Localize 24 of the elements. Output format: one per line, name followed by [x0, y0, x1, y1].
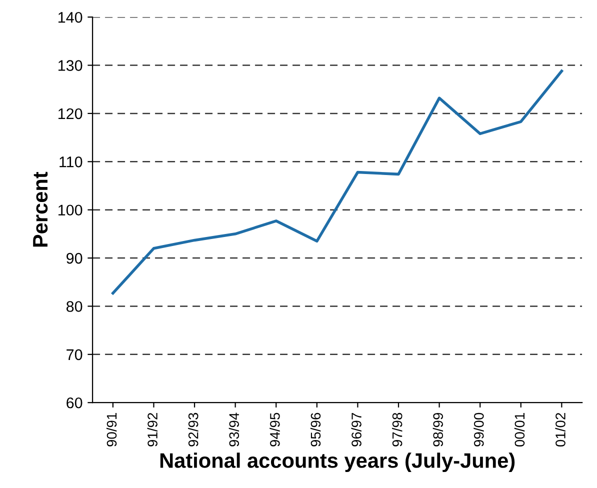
y-tick-label: 90 [66, 252, 82, 264]
x-tick-label: 90/91 [106, 412, 117, 446]
y-tick-label: 110 [60, 156, 82, 168]
y-tick-label: 70 [66, 349, 82, 360]
x-tick-label: 93/94 [228, 412, 240, 446]
x-tick-label: 92/93 [188, 412, 198, 446]
y-axis-title: Percent [33, 172, 48, 247]
x-tick-label: 91/92 [147, 413, 158, 446]
y-tick-label: 60 [66, 397, 82, 408]
x-tick-label: 96/97 [351, 413, 362, 446]
x-tick-label: 97/98 [392, 412, 402, 446]
x-tick-label: 98/99 [432, 412, 444, 446]
x-tick-label: 95/96 [310, 412, 321, 446]
x-tick-label: 00/01 [514, 412, 525, 447]
y-tick-label: 130 [58, 60, 82, 71]
x-tick-label: 94/95 [270, 412, 280, 446]
y-tick-label: 140 [58, 12, 82, 23]
y-tick-label: 120 [58, 108, 82, 120]
y-tick-label: 80 [66, 301, 82, 312]
x-tick-label: 99/00 [474, 412, 484, 446]
line-series [112, 70, 564, 295]
x-axis-title: National accounts years (July-June) [160, 452, 515, 472]
y-tick-label: 100 [58, 204, 82, 216]
x-tick-label: 01/02 [555, 413, 566, 447]
